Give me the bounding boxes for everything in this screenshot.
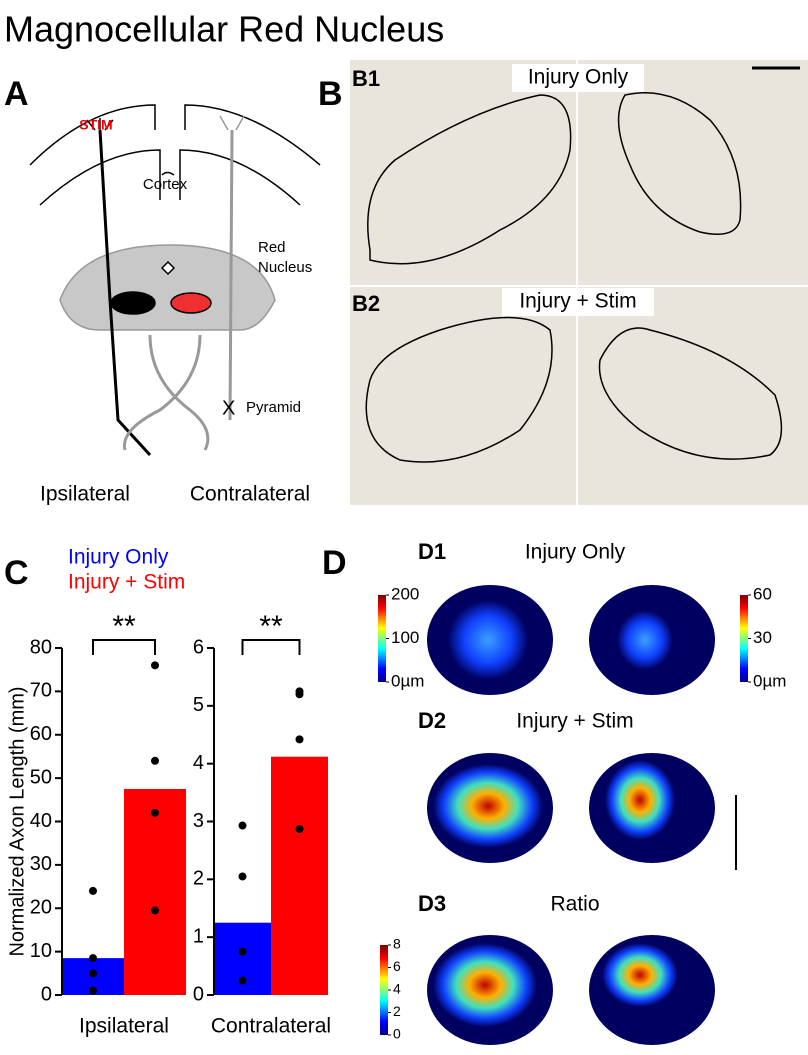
pyramid-label: Pyramid xyxy=(246,399,301,416)
subpanel-label: D1 xyxy=(418,539,446,564)
legend-entry: Injury + Stim xyxy=(68,571,185,594)
cortex-label: Cortex xyxy=(143,176,188,193)
data-point xyxy=(151,808,159,817)
y-tick-label: 2 xyxy=(193,868,204,890)
subpanel-label: D2 xyxy=(418,708,446,733)
y-tick-label: 20 xyxy=(30,897,52,919)
y-tick-label: 1 xyxy=(193,925,204,947)
data-point xyxy=(89,954,97,963)
ipsilateral-label: Ipsilateral xyxy=(40,483,130,506)
significance-label: ** xyxy=(259,610,283,643)
colorbar-tick-label: 4 xyxy=(393,981,401,997)
data-point xyxy=(151,661,159,670)
data-point xyxy=(89,969,97,978)
panel-label: C xyxy=(4,554,29,592)
colorbar xyxy=(740,595,748,682)
cut-mark: X xyxy=(222,397,235,419)
data-point xyxy=(238,947,247,956)
data-point xyxy=(238,976,247,985)
colorbar-tick-label: 100 xyxy=(391,628,419,647)
panel-label: B xyxy=(318,75,343,113)
subpanel-label: B1 xyxy=(352,66,380,91)
y-tick-label: 0 xyxy=(193,983,204,1005)
significance-bracket xyxy=(92,639,156,655)
data-point xyxy=(295,735,304,744)
data-point xyxy=(151,756,159,765)
data-point xyxy=(89,886,97,895)
colorbar-tick-label: 60 xyxy=(753,584,772,603)
colorbar xyxy=(378,595,386,682)
colorbar-tick-label: 6 xyxy=(393,958,401,974)
panel-label: A xyxy=(4,75,29,113)
panel-label: D xyxy=(322,544,347,582)
y-tick-label: 5 xyxy=(193,694,204,716)
red-nucleus-label: Red xyxy=(258,239,286,256)
y-tick-label: 0 xyxy=(41,983,52,1005)
micrographs xyxy=(350,60,808,505)
legend-entry: Injury Only xyxy=(68,546,169,569)
colorbar-tick-label: 0µm xyxy=(753,671,786,690)
subpanel-label: D3 xyxy=(418,891,446,916)
colorbar-tick-label: 0µm xyxy=(391,671,424,690)
y-tick-label: 30 xyxy=(30,853,52,875)
bar xyxy=(124,788,186,995)
data-point xyxy=(295,825,304,834)
x-axis-label: Contralateral xyxy=(211,1015,331,1038)
figure-title: Magnocellular Red Nucleus xyxy=(4,9,444,50)
data-point xyxy=(238,821,247,830)
contralateral-label: Contralateral xyxy=(190,483,310,506)
colorbar-tick-label: 200 xyxy=(391,584,419,603)
stim-label: STIM xyxy=(79,117,112,133)
data-point xyxy=(238,872,247,881)
colorbar-tick-label: 0 xyxy=(393,1026,401,1042)
subpanel-title: Injury + Stim xyxy=(516,710,633,733)
y-tick-label: 3 xyxy=(193,810,204,832)
significance-bracket xyxy=(241,639,301,655)
y-axis-label: Normalized Axon Length (mm) xyxy=(6,686,28,956)
colorbar-tick-label: 30 xyxy=(753,628,772,647)
y-tick-label: 60 xyxy=(30,723,52,745)
y-tick-label: 50 xyxy=(30,766,52,788)
heatmaps xyxy=(427,585,737,1045)
subpanel-title: Injury Only xyxy=(525,541,626,564)
subpanel-title: Injury + Stim xyxy=(519,290,636,313)
y-tick-label: 10 xyxy=(30,940,52,962)
subpanel-title: Ratio xyxy=(550,893,599,916)
colorbar-tick-label: 2 xyxy=(393,1003,401,1019)
bar xyxy=(271,756,328,995)
y-tick-label: 40 xyxy=(30,810,52,832)
subpanel-title: Injury Only xyxy=(528,66,629,89)
data-point xyxy=(151,906,159,915)
x-axis-label: Ipsilateral xyxy=(79,1015,169,1038)
subpanel-label: B2 xyxy=(352,291,380,316)
schematic xyxy=(29,104,321,457)
significance-label: ** xyxy=(112,610,136,643)
colorbar xyxy=(380,945,388,1035)
y-tick-label: 70 xyxy=(30,680,52,702)
red-nucleus-label: Nucleus xyxy=(258,259,312,276)
y-tick-label: 4 xyxy=(193,752,204,774)
data-point xyxy=(89,986,97,995)
data-point xyxy=(295,690,304,699)
y-tick-label: 6 xyxy=(193,636,204,658)
y-tick-label: 80 xyxy=(30,636,52,658)
colorbar-tick-label: 8 xyxy=(393,936,401,952)
